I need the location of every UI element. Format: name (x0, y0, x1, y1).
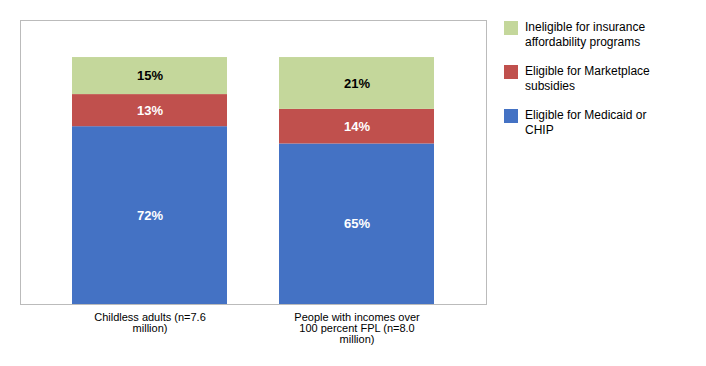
svg-text:Childless adults (n=7.6million: Childless adults (n=7.6million) (94, 311, 206, 334)
svg-text:21%: 21% (344, 76, 370, 91)
html-text:Eligible for Medicaid or CHIP: Eligible for Medicaid or CHIP (525, 108, 647, 137)
svg-text:13%: 13% (137, 103, 163, 118)
svg-text:72%: 72% (137, 208, 163, 223)
html-text:Eligible for Marketplace subsi: Eligible for Marketplace subsidies (525, 64, 650, 93)
svg-text:15%: 15% (137, 68, 163, 83)
svg-text:People with incomes over100 pe: People with incomes over100 percent FPL … (294, 311, 420, 345)
svg-text:65%: 65% (344, 216, 370, 231)
svg-text:14%: 14% (344, 119, 370, 134)
html-text:Ineligible for insurance affor: Ineligible for insurance affordability p… (525, 20, 646, 49)
